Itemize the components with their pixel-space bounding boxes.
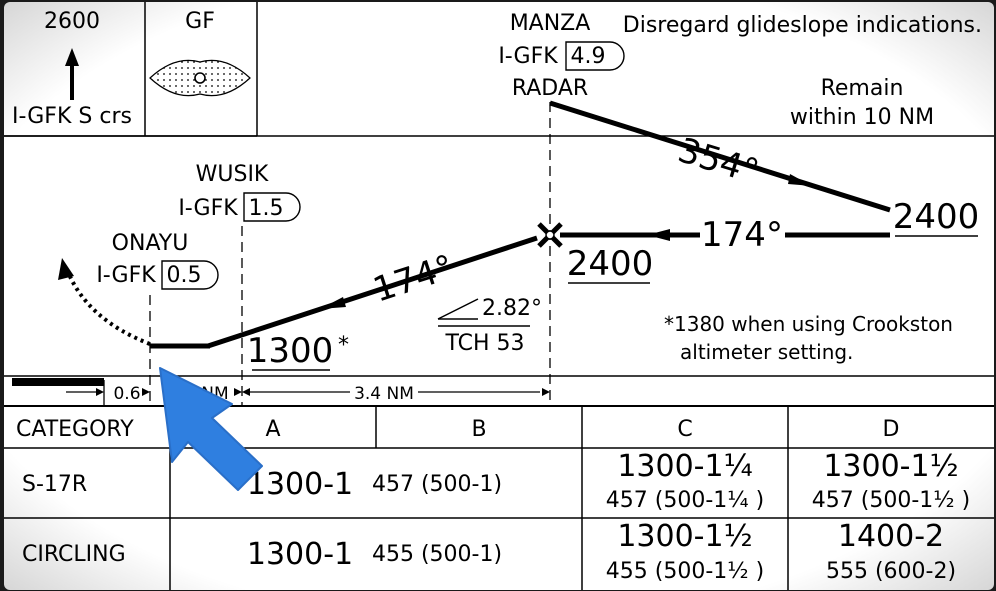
table-header-d: D [883, 417, 900, 442]
missed-approach-arrow-icon [58, 258, 151, 346]
row-s17r-label: S-17R [22, 472, 87, 497]
remain-line1: Remain [821, 76, 904, 101]
alt-note-line1: *1380 when using Crookston [664, 312, 953, 336]
row-circling-ab-sub: 455 (500-1) [372, 542, 502, 567]
inbound-course-upper: 174° [701, 215, 783, 255]
manza-dme: 4.9 [571, 44, 606, 69]
table-header-a: A [265, 417, 280, 442]
wusik-dme: 1.5 [249, 196, 284, 221]
row-s17r-ab-main: 1300-1 [247, 467, 353, 502]
course-label: I-GFK S crs [12, 104, 132, 129]
holding-altitude: 2400 [893, 197, 980, 237]
manza-radar: RADAR [512, 76, 588, 101]
glideslope-note: Disregard glideslope indications. [623, 13, 982, 38]
onayu-dme-box [161, 260, 219, 290]
final-altitude: 1300 [247, 331, 334, 371]
mouse-pointer-arrow-icon [159, 367, 263, 491]
glidepath-angle-icon [437, 298, 479, 320]
airport-id: GF [185, 9, 215, 34]
distance-3-4: 3.4 NM [354, 384, 414, 404]
glidepath-angle: 2.82° [482, 296, 542, 321]
runway-bar [12, 378, 104, 386]
row-circling-label: CIRCLING [22, 542, 126, 567]
row-circling-c-sub: 455 (500-1½ ) [606, 559, 764, 584]
row-s17r-d-main: 1300-1½ [823, 449, 958, 484]
row-circling-d-main: 1400-2 [838, 519, 944, 554]
table-header-b: B [471, 417, 486, 442]
onayu-ident: I-GFK [96, 263, 156, 288]
remain-line2: within 10 NM [790, 105, 934, 130]
fix-cross-icon [537, 222, 563, 248]
row-s17r-ab-sub: 457 (500-1) [372, 472, 502, 497]
glidepath-tch: TCH 53 [444, 331, 524, 356]
outbound-track [549, 100, 891, 213]
row-s17r-c-main: 1300-1¼ [617, 449, 752, 484]
row-circling-ab-main: 1300-1 [247, 537, 353, 572]
manza-name: MANZA [510, 11, 591, 36]
descent-track [207, 235, 538, 349]
table-header-category: CATEGORY [16, 417, 134, 442]
table-header-c: C [677, 417, 692, 442]
wusik-dme-box [243, 192, 301, 222]
row-s17r-d-sub: 457 (500-1½ ) [812, 488, 970, 513]
scale-arrows [66, 388, 550, 396]
inbound-track [560, 229, 890, 241]
final-altitude-mark: * [338, 333, 349, 358]
onayu-dme: 0.5 [167, 263, 202, 288]
fix-altitude: 2400 [567, 244, 654, 284]
chart-paper [4, 2, 994, 590]
row-circling-c-main: 1300-1½ [617, 519, 752, 554]
row-circling-d-sub: 555 (600-2) [826, 559, 956, 584]
row-s17r-c-sub: 457 (500-1¼ ) [606, 488, 764, 513]
distance-0-6: 0.6 [113, 384, 140, 404]
wusik-name: WUSIK [196, 162, 269, 187]
manza-dme-box [565, 41, 625, 71]
course-arrow-up-icon [65, 48, 79, 100]
alt-note-line2: altimeter setting. [680, 340, 853, 364]
wusik-ident: I-GFK [178, 196, 238, 221]
manza-ident: I-GFK [498, 44, 558, 69]
airport-diagram-icon [149, 59, 251, 97]
msa-altitude: 2600 [44, 9, 100, 34]
onayu-name: ONAYU [112, 231, 189, 256]
